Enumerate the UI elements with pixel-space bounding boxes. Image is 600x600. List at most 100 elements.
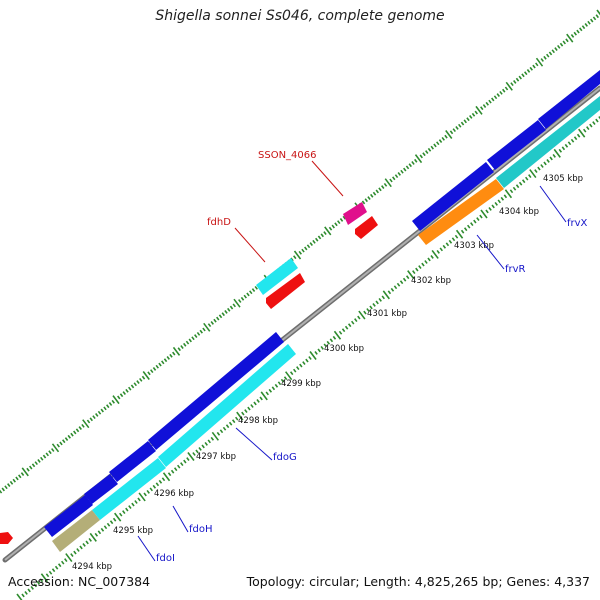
outer-tick-mark <box>471 112 476 117</box>
outer-tick-mark <box>491 97 495 102</box>
inner-tick-mark <box>567 141 572 146</box>
gene-labels: fdoI fdoH fdoG frvR frvX fdhD SSON_4066 <box>137 150 588 564</box>
inner-tick-mark <box>476 217 480 221</box>
inner-tick-mark <box>405 275 410 280</box>
outer-tick-mark <box>411 161 415 165</box>
outer-tick-mark <box>324 226 332 236</box>
outer-tick-mark <box>535 62 539 67</box>
outer-tick-mark <box>73 430 77 435</box>
outer-tick-mark <box>535 57 544 67</box>
inner-tick-mark <box>21 593 25 598</box>
cds-feature[interactable] <box>44 495 93 537</box>
cds-feature[interactable] <box>538 70 600 129</box>
inner-tick-mark <box>595 118 599 123</box>
gene-label[interactable]: fdoI <box>156 553 175 564</box>
outer-tick-mark <box>100 408 104 413</box>
outer-tick-mark <box>320 233 324 238</box>
outer-tick-mark <box>587 20 591 25</box>
outer-tick-mark <box>7 483 11 487</box>
inner-tick-mark <box>412 270 416 275</box>
outer-tick-mark <box>177 347 181 352</box>
cds-feature[interactable] <box>355 216 378 239</box>
outer-tick-mark <box>117 395 121 400</box>
outer-tick-mark <box>573 31 577 36</box>
outer-tick-mark <box>172 351 176 356</box>
outer-tick-mark <box>4 485 8 490</box>
outer-tick-mark <box>438 139 443 143</box>
gene-label[interactable]: fdhD <box>207 217 231 228</box>
outer-tick-mark <box>45 452 49 457</box>
outer-tick-mark <box>551 49 555 54</box>
cds-feature[interactable] <box>266 273 305 309</box>
outer-tick-mark <box>449 130 454 135</box>
inner-tick-mark <box>89 532 97 542</box>
outer-tick-mark <box>203 322 211 332</box>
outer-tick-mark <box>150 369 154 374</box>
outer-tick-mark <box>524 71 528 76</box>
cds-feature[interactable] <box>496 96 600 188</box>
gene-label[interactable]: SSON_4066 <box>258 150 317 161</box>
inner-tick-mark <box>573 136 578 141</box>
inner-tick-mark <box>305 358 309 363</box>
cds-feature[interactable] <box>52 510 100 552</box>
outer-tick-mark <box>405 165 410 170</box>
outer-tick-mark <box>147 371 151 376</box>
inner-tick-mark <box>480 209 488 219</box>
inner-tick-mark <box>187 452 195 462</box>
cds-feature[interactable] <box>109 441 156 482</box>
cds-feature[interactable] <box>84 474 118 504</box>
outer-tick-mark <box>233 298 241 308</box>
gene-label[interactable]: frvX <box>567 218 588 229</box>
inner-tick-mark <box>219 429 224 434</box>
inner-tick-mark <box>30 585 34 590</box>
inner-tick-mark <box>358 310 366 320</box>
inner-tick-mark <box>73 550 77 555</box>
outer-tick-mark <box>15 476 19 481</box>
inner-tick-mark <box>64 558 68 563</box>
cds-feature[interactable] <box>92 458 166 520</box>
inner-tick-mark <box>497 199 501 204</box>
outer-tick-mark <box>436 141 440 146</box>
outer-tick-mark <box>130 384 135 389</box>
inner-tick-mark <box>553 148 561 158</box>
inner-tick-mark <box>79 545 83 550</box>
inner-tick-mark <box>103 525 108 530</box>
inner-tick-mark <box>372 303 376 307</box>
inner-tick-mark <box>427 257 431 262</box>
cds-feature[interactable] <box>487 120 546 170</box>
inner-tick-mark <box>211 431 220 441</box>
outer-tick-mark <box>103 406 107 411</box>
inner-tick-mark <box>180 462 184 467</box>
cds-feature[interactable] <box>256 258 298 295</box>
gene-label[interactable]: fdoG <box>273 452 297 463</box>
outer-tick-mark <box>12 478 16 483</box>
outer-tick-mark <box>499 90 503 95</box>
cds-feature[interactable] <box>0 532 13 544</box>
cds-feature[interactable] <box>158 344 296 467</box>
outer-tick-mark <box>445 130 453 139</box>
outer-tick-mark <box>172 346 181 356</box>
inner-tick-mark <box>479 214 483 219</box>
inner-tick-mark <box>277 381 282 386</box>
inner-tick-mark <box>65 553 73 563</box>
inner-tick-mark <box>149 487 153 492</box>
outer-tick-mark <box>56 443 60 448</box>
gene-label[interactable]: fdoH <box>189 524 213 535</box>
tick-label: 4305 kbp <box>543 174 583 184</box>
outer-tick-mark <box>466 117 470 122</box>
inner-tick-mark <box>250 404 254 408</box>
cds-feature[interactable] <box>412 162 494 231</box>
outer-tick-mark <box>521 73 525 78</box>
inner-tick-mark <box>16 593 23 600</box>
cds-feature[interactable] <box>148 332 284 450</box>
gene-label[interactable]: frvR <box>505 264 526 275</box>
outer-tick-mark <box>306 244 311 249</box>
inner-tick-mark <box>485 209 489 214</box>
outer-tick-mark <box>142 371 150 380</box>
cds-feature[interactable] <box>343 202 367 225</box>
outer-tick-mark <box>82 419 90 429</box>
outer-tick-mark <box>504 86 509 91</box>
inner-tick-mark <box>146 489 150 494</box>
outer-tick-mark <box>304 246 308 251</box>
cds-feature[interactable] <box>418 179 504 245</box>
